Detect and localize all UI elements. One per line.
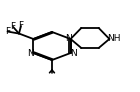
Text: NH: NH [107, 34, 120, 44]
Text: N: N [65, 34, 71, 44]
Text: F: F [10, 22, 16, 31]
Text: F: F [18, 21, 24, 30]
Text: N: N [70, 49, 77, 58]
Text: N: N [27, 49, 34, 58]
Text: F: F [5, 27, 10, 36]
